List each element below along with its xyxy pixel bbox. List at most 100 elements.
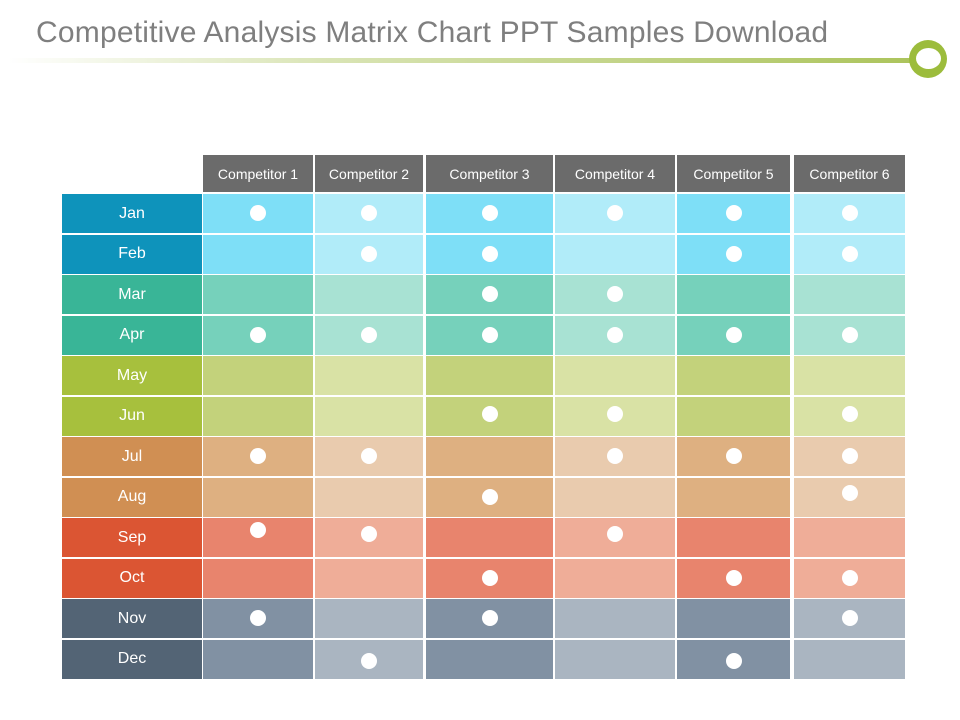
check-dot-icon: [725, 448, 742, 464]
month-label-may: May: [62, 356, 202, 396]
matrix-cell: [315, 396, 423, 436]
check-dot-icon: [250, 522, 266, 538]
check-dot-icon: [841, 448, 858, 464]
month-label-apr: Apr: [62, 315, 202, 355]
matrix-cell: [677, 275, 790, 315]
column-header-competitor-1: Competitor 1: [203, 155, 313, 192]
matrix-cell: [555, 639, 675, 679]
matrix-cell: [794, 356, 905, 396]
matrix-cell: [555, 194, 675, 234]
matrix-cell: [794, 437, 905, 477]
check-dot-icon: [607, 286, 623, 302]
matrix-cell: [315, 437, 423, 477]
check-dot-icon: [361, 205, 377, 221]
column-header-competitor-4: Competitor 4: [555, 155, 675, 192]
check-dot-icon: [361, 652, 377, 669]
ring-decoration: [909, 40, 947, 78]
matrix-cell: [794, 315, 905, 355]
check-dot-icon: [725, 205, 742, 221]
matrix-cell: [794, 234, 905, 274]
matrix-cell: [794, 194, 905, 234]
matrix-cell: [555, 558, 675, 598]
matrix-cell: [555, 599, 675, 639]
month-label-sep: Sep: [62, 518, 202, 558]
matrix-cell: [203, 396, 313, 436]
check-dot-icon: [841, 610, 858, 626]
title-underline: [8, 58, 913, 63]
column-header-competitor-3: Competitor 3: [426, 155, 553, 192]
matrix-cell: [555, 477, 675, 517]
matrix-cell: [203, 437, 313, 477]
check-dot-icon: [481, 326, 498, 343]
check-dot-icon: [607, 205, 623, 221]
check-dot-icon: [361, 448, 377, 464]
check-dot-icon: [361, 526, 377, 542]
check-dot-icon: [841, 569, 858, 586]
month-label-nov: Nov: [62, 599, 202, 639]
matrix-cell: [315, 599, 423, 639]
matrix-cell: [315, 234, 423, 274]
matrix-cell: [677, 437, 790, 477]
check-dot-icon: [725, 569, 742, 586]
check-dot-icon: [841, 205, 858, 221]
column-header-competitor-2: Competitor 2: [315, 155, 423, 192]
month-label-mar: Mar: [62, 275, 202, 315]
check-dot-icon: [725, 245, 742, 262]
month-label-jan: Jan: [62, 194, 202, 234]
matrix-cell: [555, 234, 675, 274]
matrix-cell: [203, 234, 313, 274]
matrix-cell: [555, 437, 675, 477]
matrix-cell: [794, 477, 905, 517]
matrix-cell: [203, 275, 313, 315]
column-header-competitor-5: Competitor 5: [677, 155, 790, 192]
month-label-aug: Aug: [62, 477, 202, 517]
check-dot-icon: [607, 526, 623, 542]
matrix-cell: [203, 477, 313, 517]
check-dot-icon: [841, 326, 858, 343]
check-dot-icon: [250, 326, 266, 343]
matrix-cell: [426, 599, 553, 639]
check-dot-icon: [361, 245, 377, 262]
check-dot-icon: [481, 205, 498, 221]
matrix-cell: [203, 315, 313, 355]
check-dot-icon: [725, 652, 742, 669]
matrix-cell: [315, 639, 423, 679]
matrix-cell: [794, 518, 905, 558]
matrix-cell: [203, 518, 313, 558]
check-dot-icon: [841, 484, 858, 501]
slide-title: Competitive Analysis Matrix Chart PPT Sa…: [36, 16, 829, 49]
month-label-dec: Dec: [62, 639, 202, 679]
check-dot-icon: [250, 205, 266, 221]
month-label-feb: Feb: [62, 234, 202, 274]
matrix-cell: [555, 396, 675, 436]
matrix-cell: [315, 194, 423, 234]
matrix-cell: [203, 194, 313, 234]
matrix-cell: [203, 558, 313, 598]
column-header-competitor-6: Competitor 6: [794, 155, 905, 192]
matrix-cell: [426, 477, 553, 517]
matrix-cell: [203, 639, 313, 679]
check-dot-icon: [481, 286, 498, 302]
matrix-cell: [677, 477, 790, 517]
check-dot-icon: [481, 245, 498, 262]
matrix-cell: [315, 315, 423, 355]
matrix-cell: [426, 356, 553, 396]
matrix-cell: [677, 234, 790, 274]
matrix-cell: [677, 194, 790, 234]
matrix-cell: [315, 558, 423, 598]
matrix-cell: [426, 639, 553, 679]
matrix-cell: [794, 558, 905, 598]
check-dot-icon: [250, 610, 266, 626]
check-dot-icon: [841, 245, 858, 262]
matrix-cell: [426, 315, 553, 355]
matrix-cell: [555, 315, 675, 355]
matrix-cell: [426, 437, 553, 477]
check-dot-icon: [481, 405, 498, 422]
matrix-cell: [426, 234, 553, 274]
matrix-cell: [677, 396, 790, 436]
month-label-jul: Jul: [62, 437, 202, 477]
matrix-cell: [677, 356, 790, 396]
check-dot-icon: [250, 448, 266, 464]
matrix-cell: [677, 639, 790, 679]
